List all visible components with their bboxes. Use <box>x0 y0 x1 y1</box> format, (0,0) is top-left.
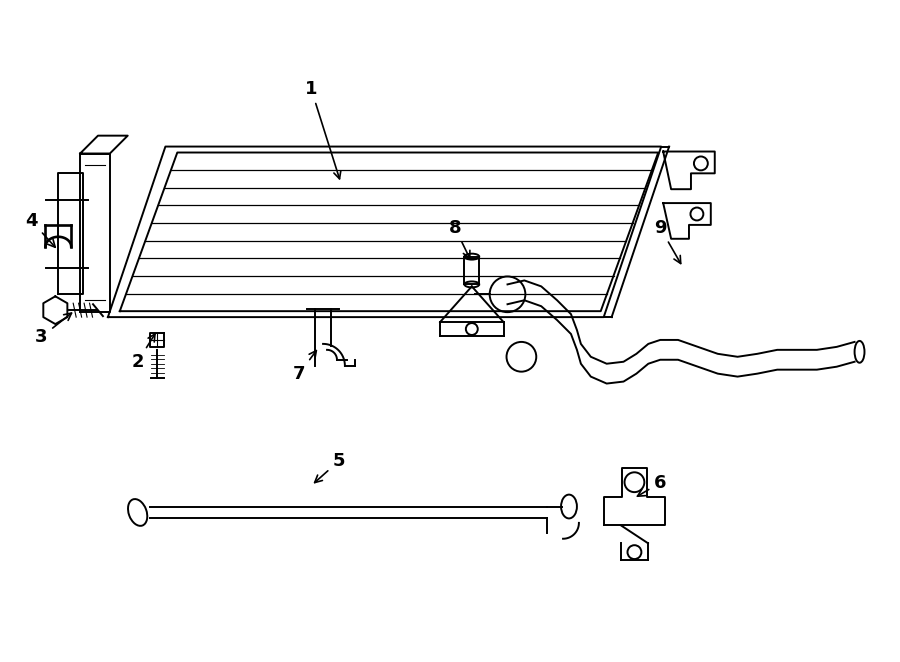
Ellipse shape <box>855 341 865 363</box>
Text: 6: 6 <box>637 474 667 496</box>
Ellipse shape <box>128 499 148 526</box>
Text: 7: 7 <box>293 351 316 383</box>
Text: 2: 2 <box>131 334 155 371</box>
Text: 4: 4 <box>25 212 55 247</box>
Text: 1: 1 <box>305 80 341 179</box>
Text: 9: 9 <box>654 219 680 263</box>
Text: 8: 8 <box>448 219 470 258</box>
Text: 5: 5 <box>315 452 346 483</box>
Text: 3: 3 <box>35 313 71 346</box>
Ellipse shape <box>561 495 577 518</box>
